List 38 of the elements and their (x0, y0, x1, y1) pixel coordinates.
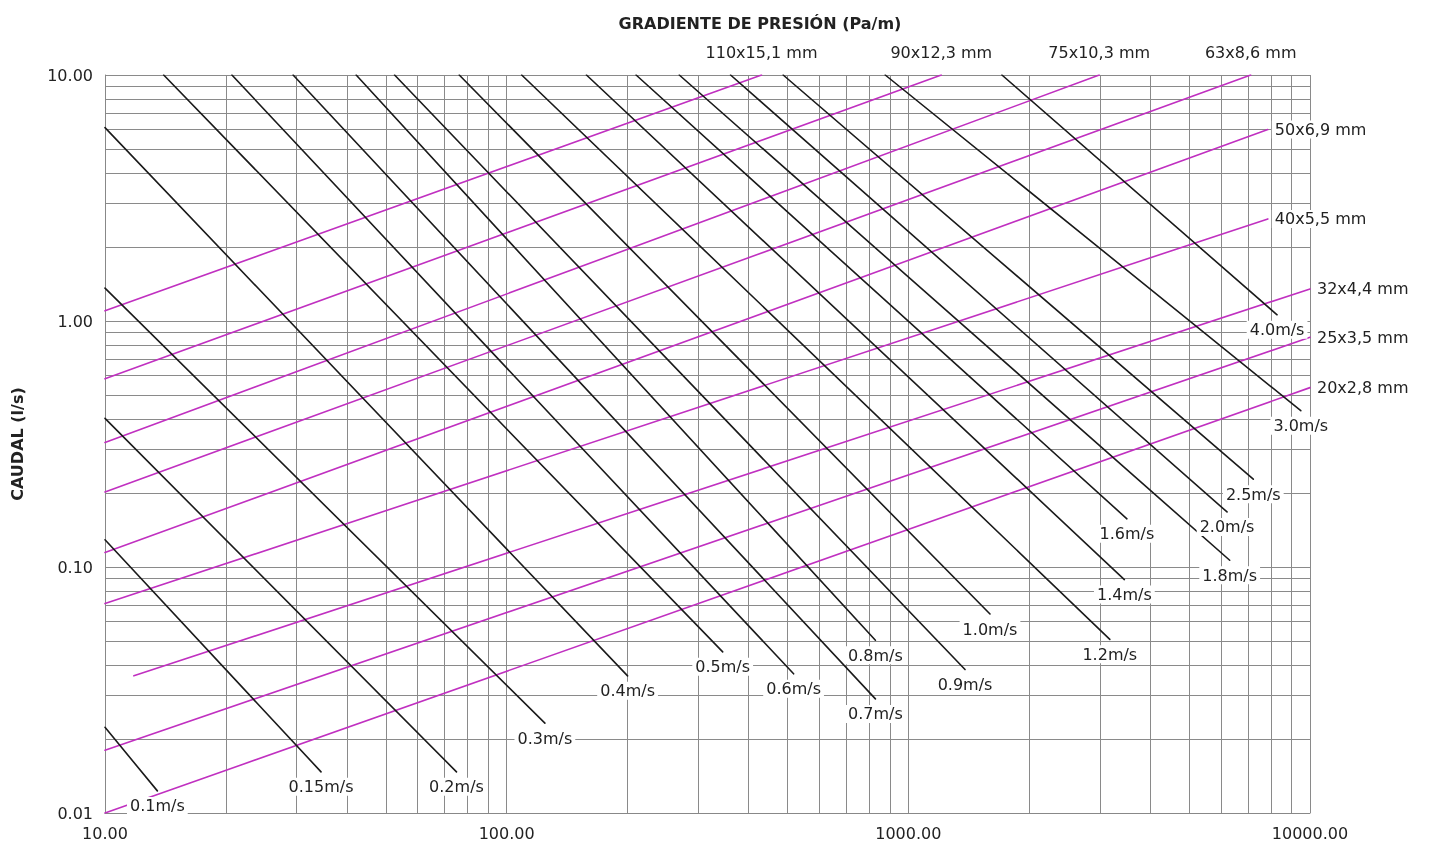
y-tick-label: 0.10 (57, 557, 93, 577)
y-tick-label: 0.01 (57, 803, 93, 823)
series-label: 0.5m/s (695, 657, 751, 677)
y-tick-label: 1.00 (57, 311, 93, 331)
series-label: 1.4m/s (1096, 585, 1152, 605)
series-label: 90x12,3 mm (890, 42, 993, 62)
series-label: 0.4m/s (600, 681, 655, 701)
series-label: 63x8,6 mm (1204, 42, 1297, 62)
y-tick-label: 10.00 (47, 65, 93, 85)
series-label: 110x15,1 mm (705, 42, 818, 62)
series-label: 0.3m/s (517, 728, 573, 748)
x-tick-label: 10.00 (82, 823, 128, 843)
series-label: 1.6m/s (1099, 524, 1155, 544)
series-label: 25x3,5 mm (1317, 327, 1409, 347)
series-label: 50x6,9 mm (1274, 120, 1367, 140)
series-label: 0.2m/s (429, 777, 484, 797)
series-label: 32x4,4 mm (1317, 279, 1409, 299)
series-label: 1.8m/s (1202, 565, 1258, 585)
series-label: 2.5m/s (1225, 484, 1281, 504)
series-label: 20x2,8 mm (1317, 378, 1409, 398)
series-label: 3.0m/s (1273, 416, 1329, 436)
series-label: 4.0m/s (1249, 320, 1305, 340)
series-label: 1.2m/s (1082, 644, 1138, 664)
series-label: 1.0m/s (962, 619, 1018, 639)
series-label: 0.7m/s (848, 704, 903, 724)
series-label: 0.8m/s (848, 645, 903, 665)
x-tick-label: 1000.00 (875, 823, 942, 843)
series-label: 2.0m/s (1199, 517, 1255, 537)
series-label: 40x5,5 mm (1274, 209, 1367, 229)
series-label: 75x10,3 mm (1048, 42, 1151, 62)
x-axis-title: GRADIENTE DE PRESIÓN (Pa/m) (618, 13, 902, 33)
series-label: 0.15m/s (288, 777, 354, 797)
y-axis-title: CAUDAL (l/s) (7, 387, 27, 501)
series-label: 0.6m/s (766, 679, 821, 699)
x-tick-label: 100.00 (478, 823, 535, 843)
series-label: 0.9m/s (937, 675, 993, 695)
x-tick-label: 10000.00 (1271, 823, 1349, 843)
series-label: 0.1m/s (129, 796, 185, 816)
